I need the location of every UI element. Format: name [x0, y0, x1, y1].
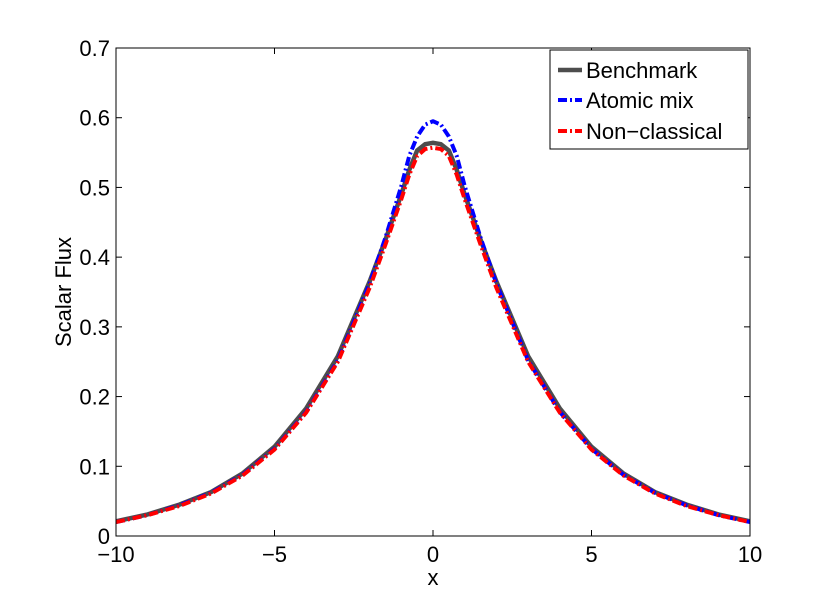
legend-label-non-classical: Non−classical [586, 119, 722, 144]
y-tick-label: 0.6 [79, 106, 110, 131]
y-tick-label: 0.3 [79, 315, 110, 340]
y-axis-label: Scalar Flux [51, 237, 76, 347]
x-tick-label: 0 [427, 542, 439, 567]
legend-label-benchmark: Benchmark [586, 58, 698, 83]
legend-box [549, 49, 749, 150]
legend-label-atomic-mix: Atomic mix [586, 88, 694, 113]
y-tick-label: 0.1 [79, 454, 110, 479]
y-tick-label: 0.4 [79, 245, 110, 270]
x-tick-label: −5 [262, 542, 287, 567]
y-tick-label: 0.2 [79, 385, 110, 410]
y-tick-label: 0.5 [79, 175, 110, 200]
series-lines [115, 119, 751, 525]
x-tick-label: 10 [738, 542, 762, 567]
y-tick-label: 0.7 [79, 36, 110, 61]
legend: Benchmark Atomic mix Non−classical [549, 49, 749, 150]
x-tick-label: 5 [585, 542, 597, 567]
x-axis-label: x [428, 565, 439, 590]
x-tick-label: −10 [97, 542, 134, 567]
axis-ticks: −10 −5 0 5 10 0 0.1 0.2 0.3 0.4 0.5 0.6 0.7 [79, 36, 762, 567]
y-tick-label: 0 [98, 524, 110, 549]
series-line-non-classical [115, 145, 751, 525]
